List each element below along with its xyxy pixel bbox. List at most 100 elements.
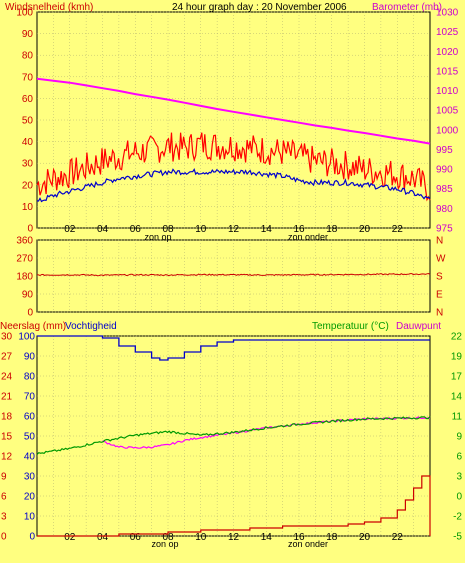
direction-tick-label: 180 [16, 272, 33, 283]
series-lines [36, 77, 431, 537]
wind-tick-label: 80 [22, 51, 34, 62]
rain-axis-title: Neerslag (mm) [0, 321, 66, 332]
temperature-tick-label: 17 [451, 372, 463, 383]
temperature-axis-title: Temperatuur (°C) [312, 321, 389, 332]
barometer-axis-title: Barometer (mb) [372, 2, 442, 13]
barometer-line [36, 77, 431, 145]
wind-tick-label: 100 [16, 8, 33, 19]
rain-tick-label: 0 [1, 532, 7, 543]
humidity-tick-label: 80 [24, 372, 36, 383]
temperature-tick-label: 14 [451, 392, 463, 403]
compass-tick-label: S [436, 272, 443, 283]
wind-tick-label: 90 [22, 29, 34, 40]
dewpoint-axis-title: Dauwpunt [396, 321, 441, 332]
humidity-tick-label: 90 [24, 352, 36, 363]
rain-tick-label: 6 [1, 492, 7, 503]
humidity-tick-label: 60 [24, 412, 36, 423]
barometer-tick-label: 1005 [436, 106, 459, 117]
rain-tick-label: 21 [1, 392, 13, 403]
sunset-label-bottom: zon onder [288, 539, 328, 549]
x-tick-label: 10 [195, 532, 207, 543]
barometer-tick-label: 975 [436, 224, 453, 235]
sunrise-label-bottom: zon op [151, 539, 178, 549]
temperature-tick-label: 11 [452, 412, 463, 423]
x-tick-label: 06 [130, 224, 142, 235]
x-tick-label: 12 [228, 532, 240, 543]
x-tick-label: 04 [97, 224, 109, 235]
humidity-tick-label: 40 [24, 452, 36, 463]
x-tick-label: 02 [64, 224, 76, 235]
temperature-line [36, 416, 431, 455]
x-tick-label: 22 [392, 532, 404, 543]
x-tick-label: 18 [326, 532, 338, 543]
compass-tick-label: N [436, 236, 443, 247]
barometer-tick-label: 1010 [436, 86, 459, 97]
x-tick-label: 16 [293, 224, 305, 235]
wind-tick-label: 10 [22, 202, 34, 213]
x-tick-label: 20 [359, 532, 371, 543]
barometer-tick-label: 1030 [436, 8, 459, 19]
direction-tick-label: 270 [16, 254, 33, 265]
barometer-tick-label: 995 [436, 145, 453, 156]
x-tick-label: 02 [64, 532, 76, 543]
humidity-tick-label: 50 [24, 432, 36, 443]
humidity-tick-label: 70 [24, 392, 36, 403]
wind-tick-label: 40 [22, 137, 34, 148]
direction-tick-label: 360 [16, 236, 33, 247]
humidity-tick-label: 100 [18, 332, 35, 343]
rain-tick-label: 3 [1, 512, 7, 523]
x-tick-label: 08 [162, 224, 174, 235]
x-tick-label: 12 [228, 224, 240, 235]
wind-tick-label: 70 [22, 72, 34, 83]
wind-tick-label: 60 [22, 94, 34, 105]
rain-tick-label: 12 [1, 452, 13, 463]
chart-title: 24 hour graph day : 20 November 2006 [172, 2, 347, 13]
temperature-tick-label: -2 [453, 512, 462, 523]
temperature-tick-label: 22 [451, 332, 463, 343]
humidity-tick-label: 30 [24, 472, 36, 483]
tick-labels: 0202040406060808101012121414161618182020… [1, 8, 462, 544]
rain-tick-label: 18 [1, 412, 13, 423]
sunset-label-top: zon onder [288, 232, 328, 242]
direction-tick-label: 0 [27, 308, 33, 319]
barometer-tick-label: 980 [436, 204, 453, 215]
wind-average-line [36, 168, 431, 203]
compass-tick-label: N [436, 308, 443, 319]
temperature-tick-label: 0 [456, 492, 462, 503]
wind-tick-label: 20 [22, 180, 34, 191]
compass-tick-label: E [436, 290, 443, 301]
sunrise-label-top: zon op [144, 232, 171, 242]
temperature-tick-label: 6 [456, 452, 462, 463]
barometer-tick-label: 990 [436, 165, 453, 176]
barometer-tick-label: 1025 [436, 27, 459, 38]
x-tick-label: 14 [261, 224, 273, 235]
x-tick-label: 08 [162, 532, 174, 543]
rain-tick-label: 9 [1, 472, 7, 483]
compass-tick-label: W [436, 254, 446, 265]
rain-tick-label: 30 [1, 332, 13, 343]
wind-tick-label: 0 [27, 224, 33, 235]
wind-axis-title: Windsnelheid (kmh) [5, 2, 93, 13]
x-tick-label: 18 [326, 224, 338, 235]
wind-direction-line [36, 272, 431, 277]
x-tick-label: 06 [130, 532, 142, 543]
temperature-tick-label: 19 [451, 352, 463, 363]
rain-tick-label: 24 [1, 372, 13, 383]
temperature-tick-label: 3 [456, 472, 462, 483]
temperature-tick-label: -5 [453, 532, 462, 543]
x-tick-label: 16 [293, 532, 305, 543]
x-tick-label: 20 [359, 224, 371, 235]
grid-lines [37, 11, 430, 537]
x-tick-label: 22 [392, 224, 404, 235]
rain-tick-label: 27 [1, 352, 13, 363]
humidity-line [37, 335, 430, 361]
x-tick-label: 04 [97, 532, 109, 543]
humidity-tick-label: 20 [24, 492, 36, 503]
x-tick-label: 10 [195, 224, 207, 235]
barometer-tick-label: 1000 [436, 125, 459, 136]
x-tick-label: 14 [261, 532, 273, 543]
barometer-tick-label: 1015 [436, 66, 459, 77]
humidity-tick-label: 0 [29, 532, 35, 543]
